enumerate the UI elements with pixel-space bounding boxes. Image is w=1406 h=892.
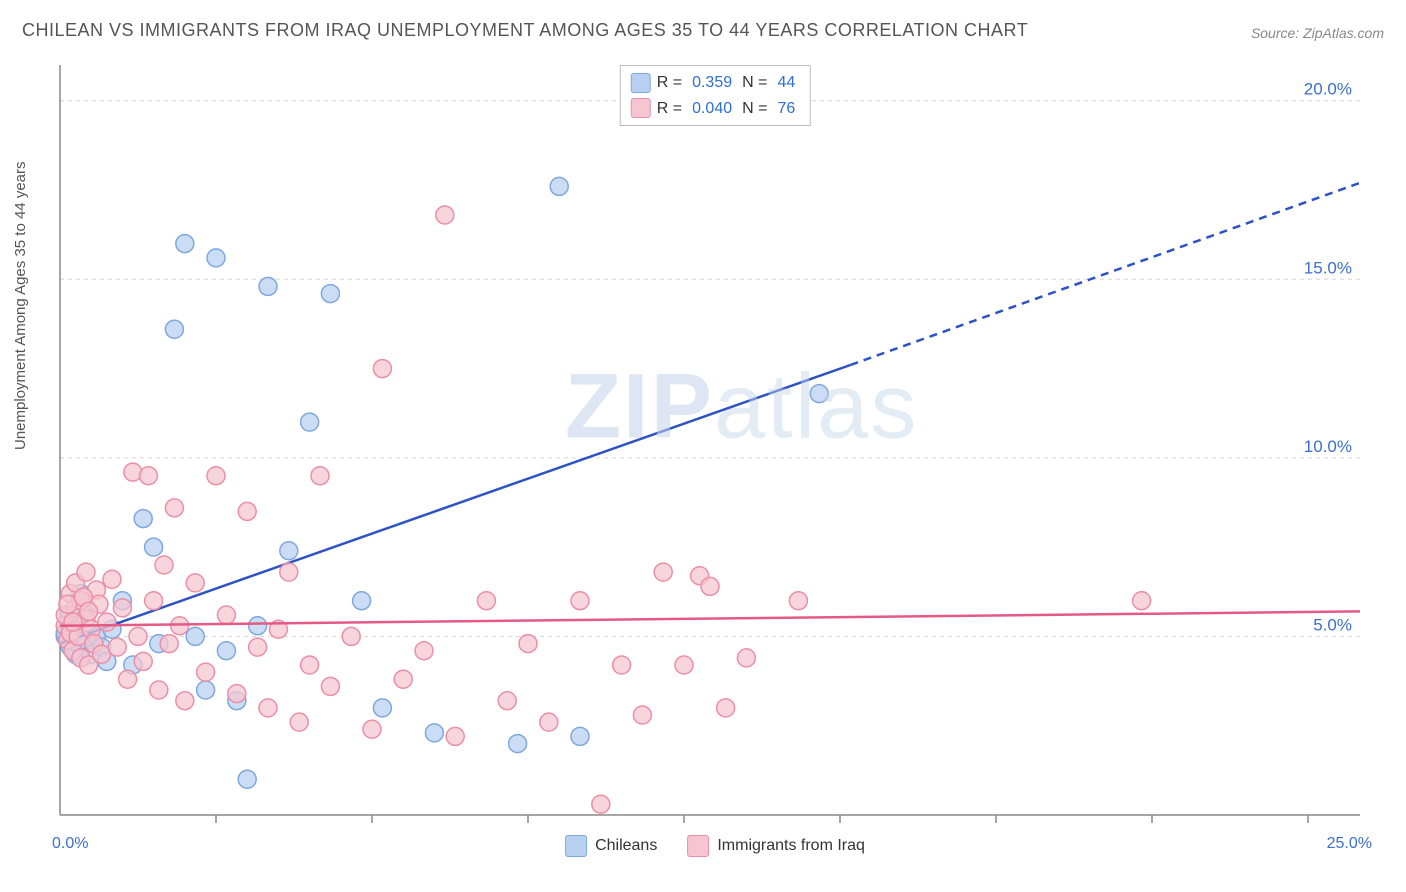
n-label: N = (742, 70, 767, 96)
legend-item-iraq: Immigrants from Iraq (687, 835, 865, 857)
r-label: R = (657, 70, 682, 96)
legend-row-chileans: R = 0.359 N = 44 (631, 70, 800, 96)
legend-row-iraq: R = 0.040 N = 76 (631, 96, 800, 122)
source-attribution: Source: ZipAtlas.com (1251, 25, 1384, 41)
svg-text:5.0%: 5.0% (1313, 615, 1352, 634)
svg-text:15.0%: 15.0% (1304, 258, 1352, 277)
legend-swatch-chileans (631, 73, 651, 93)
legend-swatch-chileans (565, 835, 587, 857)
legend-label-iraq: Immigrants from Iraq (717, 837, 865, 855)
chart-svg: 5.0% 10.0% 15.0% 20.0% (50, 55, 1380, 855)
r-label: R = (657, 96, 682, 122)
r-value-chileans: 0.359 (692, 70, 732, 96)
x-axis-origin-label: 0.0% (52, 835, 88, 853)
chart-title: CHILEAN VS IMMIGRANTS FROM IRAQ UNEMPLOY… (22, 20, 1028, 41)
chart-plot-area: 5.0%10.0%15.0%20.0% ZIPatlas R = 0.359 N… (50, 55, 1380, 855)
n-value-chileans: 44 (777, 70, 795, 96)
n-value-iraq: 76 (777, 96, 795, 122)
legend-swatch-iraq (687, 835, 709, 857)
x-axis-end-label: 25.0% (1327, 835, 1372, 853)
legend-item-chileans: Chileans (565, 835, 657, 857)
correlation-legend: R = 0.359 N = 44 R = 0.040 N = 76 (620, 65, 811, 126)
svg-text:20.0%: 20.0% (1304, 80, 1352, 99)
legend-swatch-iraq (631, 98, 651, 118)
r-value-iraq: 0.040 (692, 96, 732, 122)
y-axis-label: Unemployment Among Ages 35 to 44 years (12, 161, 29, 450)
svg-text:10.0%: 10.0% (1304, 437, 1352, 456)
n-label: N = (742, 96, 767, 122)
legend-label-chileans: Chileans (595, 837, 657, 855)
series-legend: Chileans Immigrants from Iraq (565, 835, 865, 857)
